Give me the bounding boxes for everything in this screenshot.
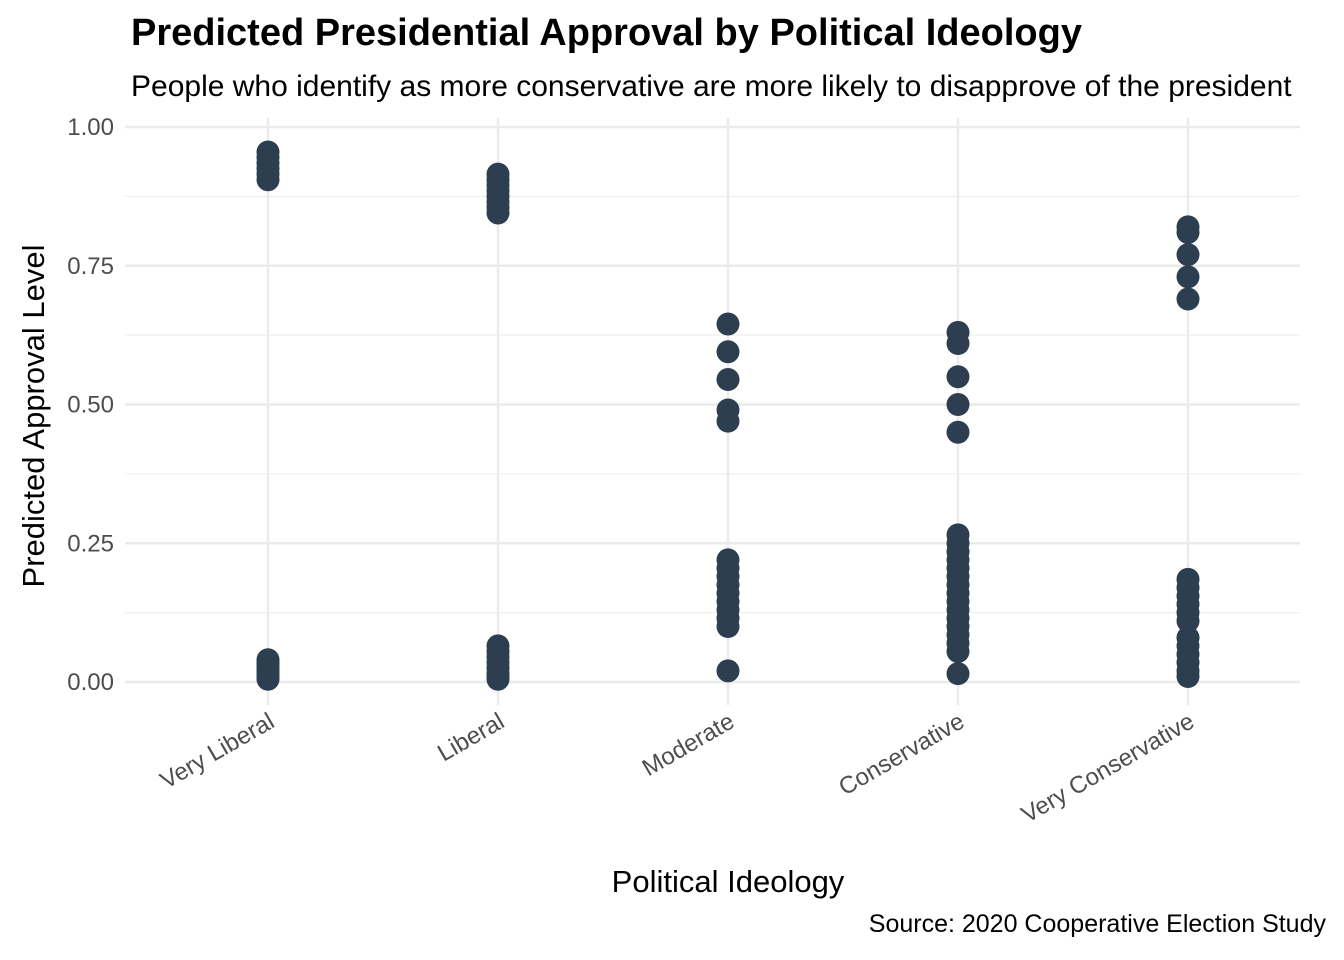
x-tick-label: Moderate (638, 708, 739, 782)
y-tick-label: 0.25 (67, 530, 114, 557)
data-point (716, 409, 740, 433)
data-points (256, 140, 1200, 691)
data-point (486, 667, 510, 691)
data-point (946, 365, 970, 389)
data-point (256, 168, 280, 192)
data-point (1176, 265, 1200, 289)
data-point (716, 340, 740, 364)
data-point (946, 331, 970, 355)
gridlines (125, 118, 1300, 705)
y-axis-ticks: 0.00 0.25 0.50 0.75 1.00 (67, 114, 114, 696)
data-point (256, 667, 280, 691)
data-point (1176, 220, 1200, 244)
data-point (1176, 609, 1200, 633)
data-point (716, 368, 740, 392)
y-tick-label: 0.50 (67, 392, 114, 419)
data-point (946, 420, 970, 444)
y-tick-label: 1.00 (67, 114, 114, 141)
y-axis-label: Predicted Approval Level (16, 245, 51, 588)
data-point (716, 615, 740, 638)
x-tick-label: Liberal (433, 708, 509, 767)
data-point (946, 393, 970, 416)
data-point (1176, 243, 1200, 267)
x-axis-ticks: Very Liberal Liberal Moderate Conservative V… (156, 708, 1199, 829)
data-point (946, 639, 970, 663)
x-tick-label: Very Liberal (156, 708, 279, 795)
x-tick-label: Very Conservative (1017, 708, 1199, 829)
chart-caption: Source: 2020 Cooperative Election Study (868, 910, 1326, 938)
chart-title: Predicted Presidential Approval by Polit… (131, 12, 1082, 54)
chart-subtitle: People who identify as more conservative… (131, 70, 1292, 103)
data-point (716, 659, 740, 683)
data-point (716, 312, 740, 336)
y-tick-label: 0.75 (67, 253, 114, 280)
data-point (486, 201, 510, 225)
data-point (1176, 287, 1200, 311)
x-axis-label: Political Ideology (612, 864, 845, 899)
x-tick-label: Conservative (834, 708, 969, 801)
y-tick-label: 0.00 (67, 669, 114, 696)
data-point (1176, 664, 1200, 688)
data-point (946, 662, 970, 686)
